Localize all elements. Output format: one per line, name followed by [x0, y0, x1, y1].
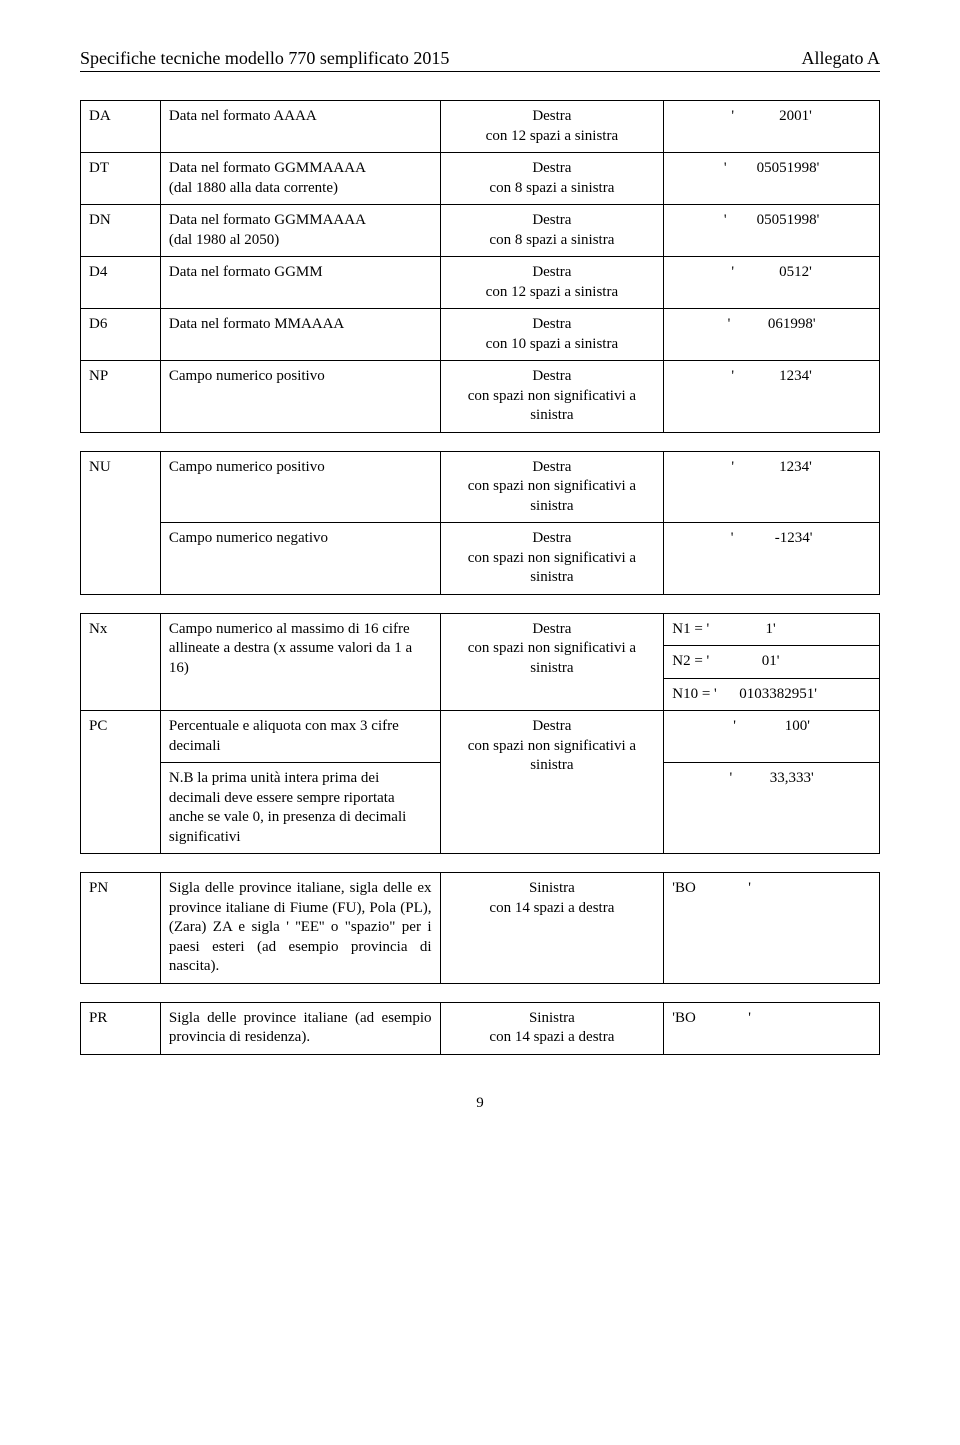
- align-cell: Destracon 8 spazi a sinistra: [440, 205, 664, 257]
- example-cell: ' 33,333': [664, 763, 880, 854]
- desc-cell: Data nel formato GGMMAAAA(dal 1980 al 20…: [160, 205, 440, 257]
- table-row: D6 Data nel formato MMAAAA Destracon 10 …: [81, 309, 880, 361]
- align-cell: Sinistracon 14 spazi a destra: [440, 873, 664, 984]
- spec-table-4: PN Sigla delle province italiane, sigla …: [80, 872, 880, 984]
- align-cell: Destracon 12 spazi a sinistra: [440, 101, 664, 153]
- example-cell: ' 061998': [664, 309, 880, 361]
- table-row: NU Campo numerico positivo Destracon spa…: [81, 451, 880, 523]
- align-cell: Destracon 8 spazi a sinistra: [440, 153, 664, 205]
- align-cell: Destracon spazi non significativi a sini…: [440, 613, 664, 711]
- code-cell: D6: [81, 309, 161, 361]
- example-cell: ' 0512': [664, 257, 880, 309]
- desc-cell: Campo numerico positivo: [160, 361, 440, 433]
- header-left: Specifiche tecniche modello 770 semplifi…: [80, 48, 449, 69]
- example-cell: 'BO ': [664, 1002, 880, 1054]
- desc-cell: Percentuale e aliquota con max 3 cifre d…: [160, 711, 440, 763]
- align-cell: Destracon spazi non significativi a sini…: [440, 361, 664, 433]
- example-cell: ' -1234': [664, 523, 880, 595]
- page-number: 9: [80, 1095, 880, 1112]
- code-cell: PC: [81, 711, 161, 854]
- align-cell: Destracon spazi non significativi a sini…: [440, 523, 664, 595]
- align-cell: Destracon 10 spazi a sinistra: [440, 309, 664, 361]
- table-row: PR Sigla delle province italiane (ad ese…: [81, 1002, 880, 1054]
- spec-table-5: PR Sigla delle province italiane (ad ese…: [80, 1002, 880, 1055]
- table-row: PN Sigla delle province italiane, sigla …: [81, 873, 880, 984]
- align-cell: Destracon spazi non significativi a sini…: [440, 451, 664, 523]
- example-cell: ' 1234': [664, 451, 880, 523]
- table-row: NP Campo numerico positivo Destracon spa…: [81, 361, 880, 433]
- code-cell: DA: [81, 101, 161, 153]
- document-page: Specifiche tecniche modello 770 semplifi…: [0, 0, 960, 1152]
- desc-cell: N.B la prima unità intera prima dei deci…: [160, 763, 440, 854]
- desc-cell: Sigla delle province italiane, sigla del…: [160, 873, 440, 984]
- code-cell: PN: [81, 873, 161, 984]
- header-right: Allegato A: [802, 48, 881, 69]
- example-cell: ' 05051998': [664, 205, 880, 257]
- code-cell: Nx: [81, 613, 161, 711]
- desc-cell: Data nel formato GGMMAAAA(dal 1880 alla …: [160, 153, 440, 205]
- desc-cell: Campo numerico positivo: [160, 451, 440, 523]
- table-row: DT Data nel formato GGMMAAAA(dal 1880 al…: [81, 153, 880, 205]
- example-cell: ' 2001': [664, 101, 880, 153]
- example-cell: ' 05051998': [664, 153, 880, 205]
- table-row: Campo numerico negativo Destracon spazi …: [81, 523, 880, 595]
- code-cell: NU: [81, 451, 161, 594]
- align-cell: Destracon spazi non significativi a sini…: [440, 711, 664, 854]
- desc-cell: Sigla delle province italiane (ad esempi…: [160, 1002, 440, 1054]
- spec-table-1: DA Data nel formato AAAA Destracon 12 sp…: [80, 100, 880, 433]
- table-row: PC Percentuale e aliquota con max 3 cifr…: [81, 711, 880, 763]
- desc-cell: Campo numerico negativo: [160, 523, 440, 595]
- desc-cell: Data nel formato AAAA: [160, 101, 440, 153]
- desc-cell: Data nel formato MMAAAA: [160, 309, 440, 361]
- table-row: Nx Campo numerico al massimo di 16 cifre…: [81, 613, 880, 646]
- page-header: Specifiche tecniche modello 770 semplifi…: [80, 48, 880, 72]
- code-cell: D4: [81, 257, 161, 309]
- desc-cell: Data nel formato GGMM: [160, 257, 440, 309]
- align-cell: Sinistracon 14 spazi a destra: [440, 1002, 664, 1054]
- code-cell: DN: [81, 205, 161, 257]
- example-cell: 'BO ': [664, 873, 880, 984]
- example-cell: N10 = ' 0103382951': [664, 678, 880, 711]
- code-cell: PR: [81, 1002, 161, 1054]
- example-cell: ' 1234': [664, 361, 880, 433]
- example-cell: N1 = ' 1': [664, 613, 880, 646]
- table-row: DA Data nel formato AAAA Destracon 12 sp…: [81, 101, 880, 153]
- align-cell: Destracon 12 spazi a sinistra: [440, 257, 664, 309]
- desc-cell: Campo numerico al massimo di 16 cifre al…: [160, 613, 440, 711]
- example-cell: ' 100': [664, 711, 880, 763]
- table-row: DN Data nel formato GGMMAAAA(dal 1980 al…: [81, 205, 880, 257]
- spec-table-3: Nx Campo numerico al massimo di 16 cifre…: [80, 613, 880, 855]
- table-row: D4 Data nel formato GGMM Destracon 12 sp…: [81, 257, 880, 309]
- spec-table-2: NU Campo numerico positivo Destracon spa…: [80, 451, 880, 595]
- code-cell: NP: [81, 361, 161, 433]
- example-cell: N2 = ' 01': [664, 646, 880, 679]
- code-cell: DT: [81, 153, 161, 205]
